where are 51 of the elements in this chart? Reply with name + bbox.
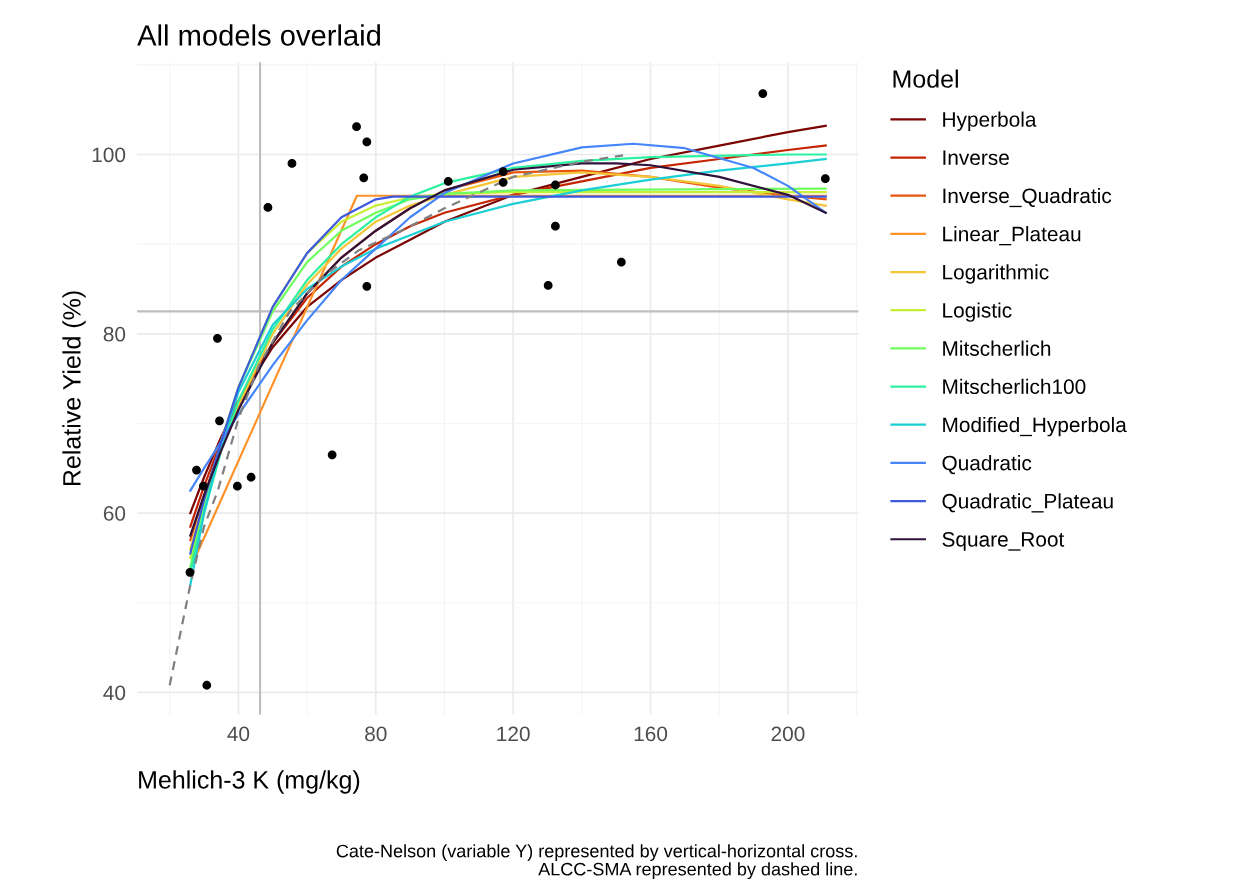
y-tick-label: 100 [92, 147, 126, 163]
point [498, 167, 508, 176]
x-tick-label: 200 [771, 726, 805, 742]
point [820, 174, 830, 184]
point [213, 333, 222, 343]
legend-label: Hyperbola [943, 111, 1037, 131]
point [362, 281, 372, 291]
y-tick-label: 80 [103, 326, 126, 342]
y-tick-label: 40 [103, 685, 126, 701]
point [246, 472, 256, 482]
legend-label: Quadratic [942, 455, 1032, 475]
text: Cate-Nelson (variable Y) represented by vertical-horizontal cross. ALCC-SMA represented by dashed line. [336, 844, 857, 880]
point [362, 137, 372, 147]
x-tick-label: 160 [634, 726, 668, 742]
point [192, 465, 201, 475]
chart-title: All models overlaid [137, 24, 380, 46]
point [215, 416, 224, 426]
point [543, 281, 553, 290]
point [359, 173, 369, 183]
line-series [168, 154, 625, 687]
point [616, 257, 626, 267]
point [202, 680, 212, 690]
point [551, 221, 560, 231]
point [198, 481, 208, 491]
legend-label: Square_Root [942, 531, 1065, 551]
y-axis-title: Relative Yield (%) [62, 291, 86, 486]
legend-title: Model [893, 69, 958, 88]
point [758, 89, 768, 98]
legend-label: Inverse_Quadratic [943, 187, 1112, 208]
point [498, 177, 508, 187]
x-axis-title: Mehlich-3 K (mg/kg) [139, 770, 360, 794]
point [232, 481, 242, 491]
legend-label: Linear_Plateau [943, 226, 1081, 246]
legend-label: Logarithmic [943, 264, 1049, 284]
point [185, 567, 195, 577]
x-tick-label: 80 [365, 726, 387, 742]
point [263, 203, 273, 212]
legend-label: Modified_Hyperbola [943, 416, 1127, 437]
legend-label: Mitscherlich [943, 340, 1051, 356]
point [443, 177, 453, 186]
point [287, 159, 297, 168]
legend-label: Inverse [943, 150, 1009, 166]
y-tick-label: 60 [103, 506, 126, 521]
point [551, 180, 560, 190]
point [327, 450, 337, 460]
point [352, 122, 361, 132]
legend-label: Quadratic_Plateau [942, 493, 1113, 513]
legend-label: Logistic [943, 302, 1012, 322]
legend-label: Mitscherlich100 [943, 378, 1086, 395]
x-tick-label: 40 [227, 726, 250, 742]
x-tick-label: 120 [497, 726, 530, 742]
